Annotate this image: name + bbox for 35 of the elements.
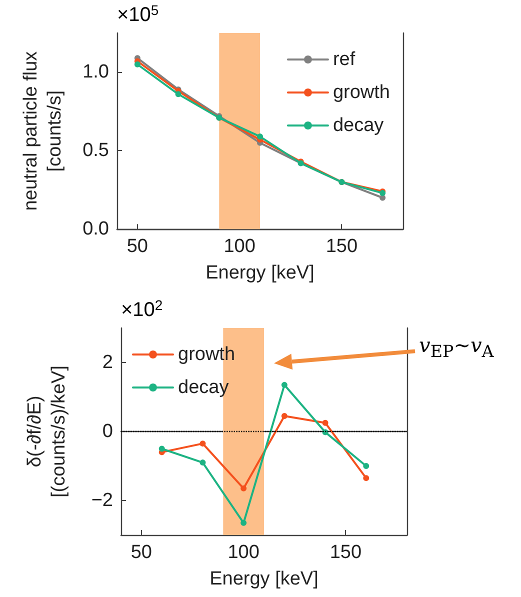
point (281, 382, 288, 388)
point (363, 463, 370, 469)
legend-label: growth (178, 344, 236, 365)
point (257, 134, 263, 140)
y-tick-label: 1.0 (82, 62, 109, 83)
x-axis-title: Energy [keV] (206, 262, 314, 284)
legend-label: growth (332, 82, 390, 103)
point (281, 412, 288, 419)
legend-label: decay (332, 115, 384, 136)
x-tick-label: 100 (224, 236, 256, 258)
x-tick-label: 100 (228, 542, 260, 563)
point (363, 475, 370, 482)
point (200, 440, 206, 447)
point (158, 446, 165, 452)
point (240, 520, 247, 526)
y-tick-label: 2 (102, 352, 113, 373)
point (200, 460, 206, 466)
x-tick-label: 150 (330, 542, 362, 563)
y-tick-label: −2 (91, 490, 113, 511)
legend-label: decay (178, 377, 230, 398)
point (240, 485, 247, 492)
x-tick-label: 150 (326, 236, 358, 258)
y-tick-label: 0.0 (82, 218, 109, 240)
y-axis-title: δ(-∂f/∂E) [(counts/s)/keV] (24, 366, 70, 498)
y-tick-label: 0 (102, 421, 113, 442)
x-tick-label: 50 (130, 542, 152, 563)
point (322, 420, 328, 426)
y-tick-label: 0.5 (82, 140, 109, 162)
text: v$_{EP}$~v$_{A}$ (419, 333, 494, 362)
x-tick-label: 50 (126, 236, 148, 258)
legend-label: ref (332, 49, 356, 70)
point (175, 91, 182, 98)
y-axis-title: neutral particle flux [counts/s] (20, 50, 66, 211)
x-axis-title: Energy [keV] (210, 568, 318, 590)
point (134, 61, 140, 68)
